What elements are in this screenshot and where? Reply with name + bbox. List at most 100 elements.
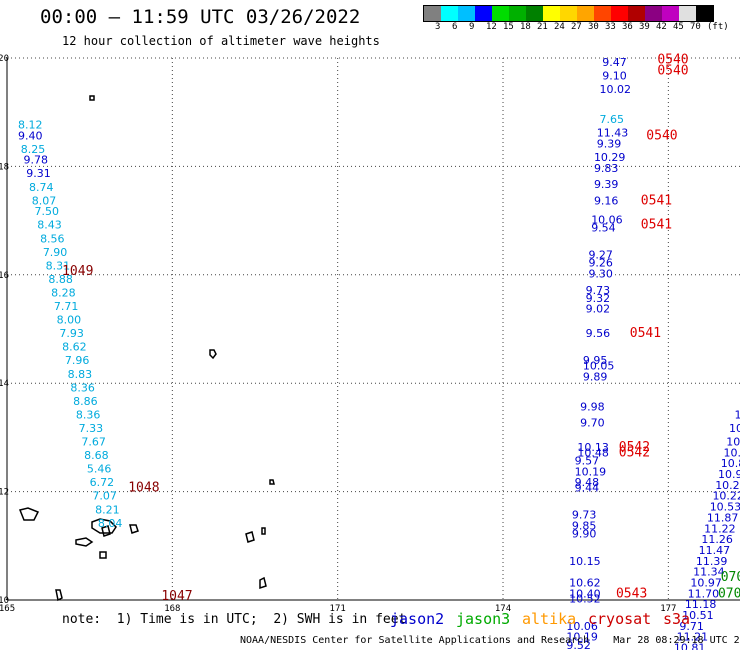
color-swatch [560, 6, 577, 21]
wave-height-value: 7.71 [54, 300, 79, 313]
wave-height-value: 9.26 [588, 257, 613, 270]
color-swatch [526, 6, 543, 21]
wave-height-value: 9.16 [594, 194, 619, 207]
wave-height-value: 10.82 [721, 457, 740, 470]
y-tick-label: 10 [0, 596, 9, 606]
wave-height-value: 9.73 [572, 509, 597, 522]
wave-height-value: 9.30 [588, 268, 613, 281]
wave-height-value: 9.32 [586, 292, 611, 305]
wave-height-value: 10.53 [710, 501, 740, 514]
color-scale-tick: 27 [571, 22, 582, 32]
wave-height-value: 10.29 [594, 151, 626, 164]
x-tick-label: 177 [660, 604, 676, 614]
wave-height-value: 9.39 [597, 137, 622, 150]
coastline-island [75, 537, 94, 547]
observation-time-label: 0542 [619, 440, 650, 455]
credit-line: NOAA/NESDIS Center for Satellite Applica… [240, 635, 740, 646]
coastline-island [18, 507, 40, 521]
wave-height-value: 11.70 [688, 587, 720, 600]
wave-height-value: 10.13 [577, 441, 609, 454]
chart-subtitle: 12 hour collection of altimeter wave hei… [62, 34, 380, 48]
wave-height-value: 9.40 [18, 129, 43, 142]
wave-height-value: 6.72 [90, 476, 115, 489]
color-scale-bar [423, 5, 714, 22]
wave-height-value: 8.56 [40, 232, 65, 245]
wave-height-value: 10.19 [575, 465, 607, 478]
wave-height-value: 7.07 [92, 490, 117, 503]
wave-height-value: 10.1 [726, 436, 740, 449]
color-scale-tick: 12 [486, 22, 497, 32]
wave-height-value: 8.74 [29, 181, 54, 194]
wave-height-value: 9.44 [575, 482, 600, 495]
observation-time-label: 0700 [718, 586, 740, 601]
legend-cryosat: cryosat [588, 610, 652, 628]
wave-height-value: 9.02 [586, 303, 611, 316]
coastline-island [55, 589, 63, 602]
color-swatch [645, 6, 662, 21]
wave-height-value: 9.56 [586, 327, 611, 340]
y-tick-label: 12 [0, 488, 9, 498]
wave-height-value: 9.10 [602, 70, 627, 83]
coastline-island [101, 525, 111, 537]
coastline-island [259, 576, 267, 590]
color-swatch [509, 6, 526, 21]
color-swatch [543, 6, 560, 21]
wave-height-value: 10 [729, 422, 740, 435]
wave-height-value: 10.40 [569, 587, 601, 600]
wave-height-value: 11.34 [693, 566, 725, 579]
y-tick-label: 16 [0, 271, 9, 281]
wave-height-value: 10.05 [583, 360, 615, 373]
y-tick-label: 18 [0, 162, 9, 172]
x-tick-label: 174 [495, 604, 511, 614]
chart-title: 00:00 – 11:59 UTC 03/26/2022 [40, 6, 361, 28]
wave-height-value: 11.21 [677, 631, 709, 644]
wave-height-value: 7.90 [43, 246, 67, 259]
wave-height-value: 5.46 [87, 463, 112, 476]
color-swatch [628, 6, 645, 21]
wave-height-value: 10.22 [712, 490, 740, 503]
wave-height-value: 8.88 [48, 273, 73, 286]
wave-height-value: 9.31 [26, 167, 51, 180]
wave-height-value: 7.33 [79, 422, 104, 435]
color-swatch [441, 6, 458, 21]
wave-height-value: 8.28 [51, 286, 76, 299]
wave-height-value: 9.27 [588, 249, 613, 262]
color-scale-tick: 6 [452, 22, 458, 32]
observation-time-label: 0541 [641, 193, 672, 208]
wave-height-value: 9.85 [572, 520, 597, 533]
wave-height-value: 9.57 [575, 455, 600, 468]
wave-height-value: 10.19 [566, 631, 598, 644]
wave-height-value: 9.71 [679, 620, 704, 633]
wave-height-value: 10.62 [569, 576, 601, 589]
wave-height-value: 10 [734, 408, 740, 421]
wave-height-value: 11.39 [696, 555, 728, 568]
color-scale-tick: 15 [503, 22, 514, 32]
wave-height-value: 11.47 [699, 544, 731, 557]
legend-jason3: jason3 [456, 610, 511, 628]
observation-time-label: 1048 [128, 481, 159, 496]
wave-height-value: 7.93 [59, 327, 84, 340]
wave-height-value: 7.50 [35, 205, 60, 218]
wave-height-value: 11.18 [685, 598, 717, 611]
color-swatch [679, 6, 696, 21]
footnote: note: 1) Time is in UTC; 2) SWH is in fe… [62, 612, 407, 627]
wave-height-value: 8.21 [95, 503, 120, 516]
wave-height-value: 8.36 [70, 381, 95, 394]
wave-height-value: 9.47 [602, 56, 627, 69]
wave-height-value: 9.52 [566, 639, 591, 650]
color-swatch [696, 6, 713, 21]
wave-height-value: 10.2 [723, 446, 740, 459]
wave-height-value: 10.29 [715, 479, 740, 492]
legend-altika: altika [522, 610, 577, 628]
legend-jason2: jason2 [390, 610, 445, 628]
color-scale-tick: 45 [673, 22, 684, 32]
wave-height-value: 7.96 [65, 354, 90, 367]
color-scale-tick: 70 [690, 22, 701, 32]
wave-height-value: 8.25 [21, 143, 46, 156]
wave-height-value: 10.48 [577, 446, 609, 459]
legend-s3a: s3a [663, 610, 691, 628]
wave-height-value: 10.97 [690, 576, 722, 589]
observation-time-label: 0701 [721, 570, 740, 585]
wave-height-value: 8.36 [76, 408, 101, 421]
